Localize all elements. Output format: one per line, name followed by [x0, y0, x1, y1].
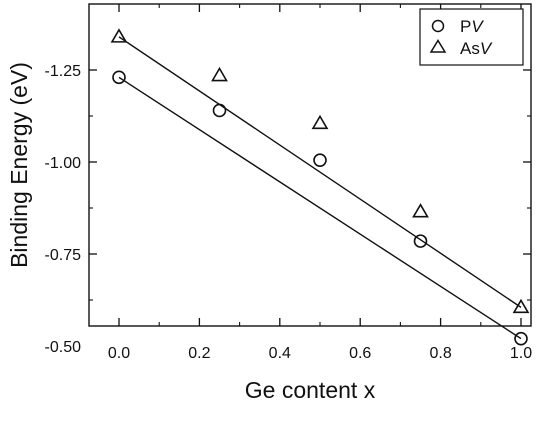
y-tick-label: -0.75	[45, 247, 82, 264]
legend-marker-circle	[431, 19, 445, 33]
y-tick-label: -1.25	[45, 63, 82, 80]
fit-line-asv	[118, 36, 522, 308]
y-axis-label: Binding Energy (eV)	[6, 62, 32, 268]
legend-marker-triangle	[429, 39, 447, 53]
legend-box	[419, 8, 524, 66]
fit-line-pv	[118, 76, 522, 340]
data-point-pv	[212, 103, 227, 118]
axes: 0.0 0.2 0.4 0.6 0.8 1.0 -1.25 -1.00 -0.75 -0.50	[45, 4, 532, 362]
data-point-pv	[112, 70, 126, 85]
fit-lines	[118, 36, 522, 340]
plot-frame	[88, 3, 532, 327]
data-point-pv	[313, 153, 327, 167]
legend-label-pv: PV	[460, 17, 484, 36]
data-point-asv	[311, 114, 329, 130]
x-tick-label: 0.4	[269, 345, 291, 362]
data-points	[110, 28, 530, 346]
x-tick-label: 1.0	[510, 345, 532, 362]
x-axis-label: Ge content x	[245, 377, 376, 403]
x-tick-label: 0.6	[349, 345, 371, 362]
data-point-pv	[413, 234, 428, 248]
data-point-asv	[110, 28, 128, 43]
legend: PV AsV	[419, 8, 524, 66]
y-tick-label: -0.50	[45, 339, 82, 356]
y-tick-label: -1.00	[45, 155, 82, 172]
data-point-asv	[412, 203, 429, 218]
legend-label-asv: AsV	[460, 39, 493, 58]
data-point-asv	[512, 298, 530, 314]
data-point-pv	[514, 331, 528, 346]
data-point-asv	[211, 66, 228, 82]
x-tick-label: 0.0	[108, 345, 130, 362]
x-tick-label: 0.2	[188, 345, 210, 362]
x-tick-label: 0.8	[429, 345, 451, 362]
